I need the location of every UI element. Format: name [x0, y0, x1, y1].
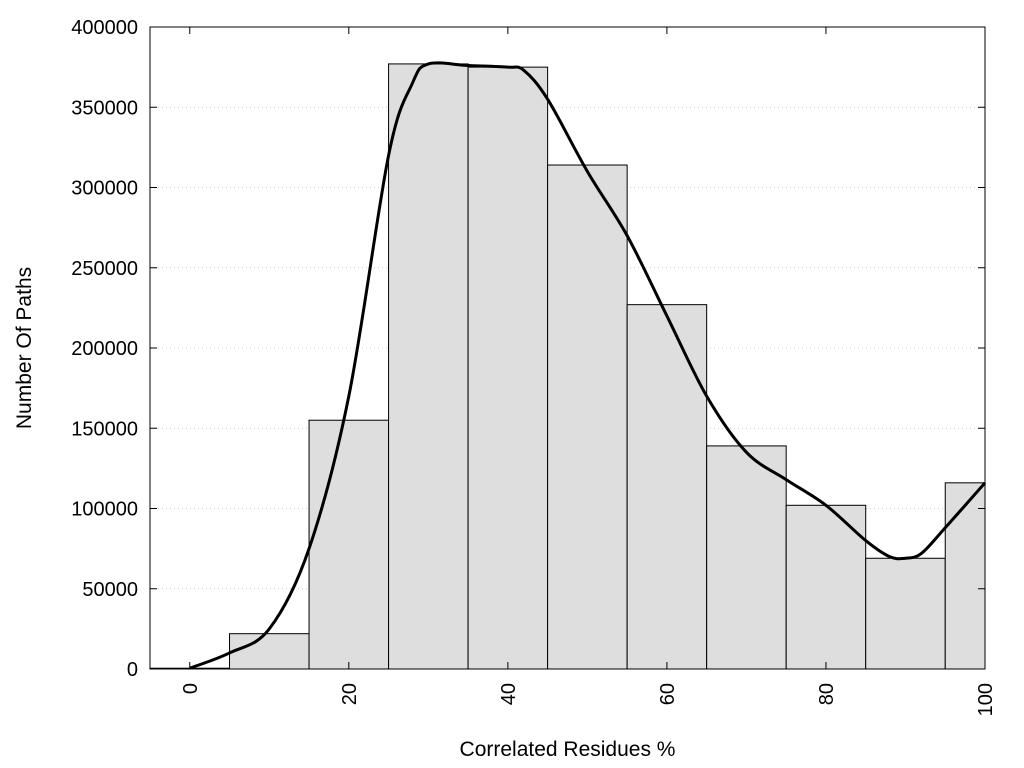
y-tick-label-1: 50000 [82, 579, 138, 601]
y-tick-label-7: 350000 [71, 97, 138, 119]
y-tick-label-5: 250000 [71, 258, 138, 280]
histogram-bar-10 [944, 482, 986, 670]
y-tick-label-0: 0 [127, 659, 138, 681]
y-tick-label-4: 200000 [71, 338, 138, 360]
smoothed-line-layer [189, 61, 987, 670]
histogram-bar-6 [626, 304, 708, 670]
histogram-bar-1 [229, 633, 310, 670]
y-axis-label: Number Of Paths [13, 267, 36, 429]
histogram-bar-3 [388, 63, 469, 670]
histogram-bars [149, 63, 986, 670]
histogram-bar-5 [547, 164, 628, 670]
histogram-bar-4 [467, 66, 549, 670]
x-tick-label-1: 20 [339, 683, 361, 705]
x-tick-label-5: 100 [975, 683, 997, 716]
x-axis-ticks: 0 20 40 60 80 100 [180, 27, 997, 716]
y-tick-label-6: 300000 [71, 178, 138, 200]
x-tick-label-4: 80 [816, 683, 838, 705]
histogram-bar-9 [865, 557, 946, 670]
y-axis-ticks: 0 50000 100000 150000 200000 250000 300000 3500… [71, 17, 985, 681]
x-tick-label-3: 60 [657, 683, 679, 705]
x-axis-label: Correlated Residues % [460, 738, 676, 761]
x-tick-label-0: 0 [180, 683, 202, 694]
y-tick-label-3: 150000 [71, 418, 138, 440]
histogram-bar-2 [308, 419, 390, 670]
histogram-bar-7 [706, 445, 787, 670]
y-tick-label-8: 400000 [71, 17, 138, 39]
x-tick-label-2: 40 [498, 683, 520, 705]
y-tick-label-2: 100000 [71, 499, 138, 521]
smoothed-density-line [189, 61, 987, 670]
